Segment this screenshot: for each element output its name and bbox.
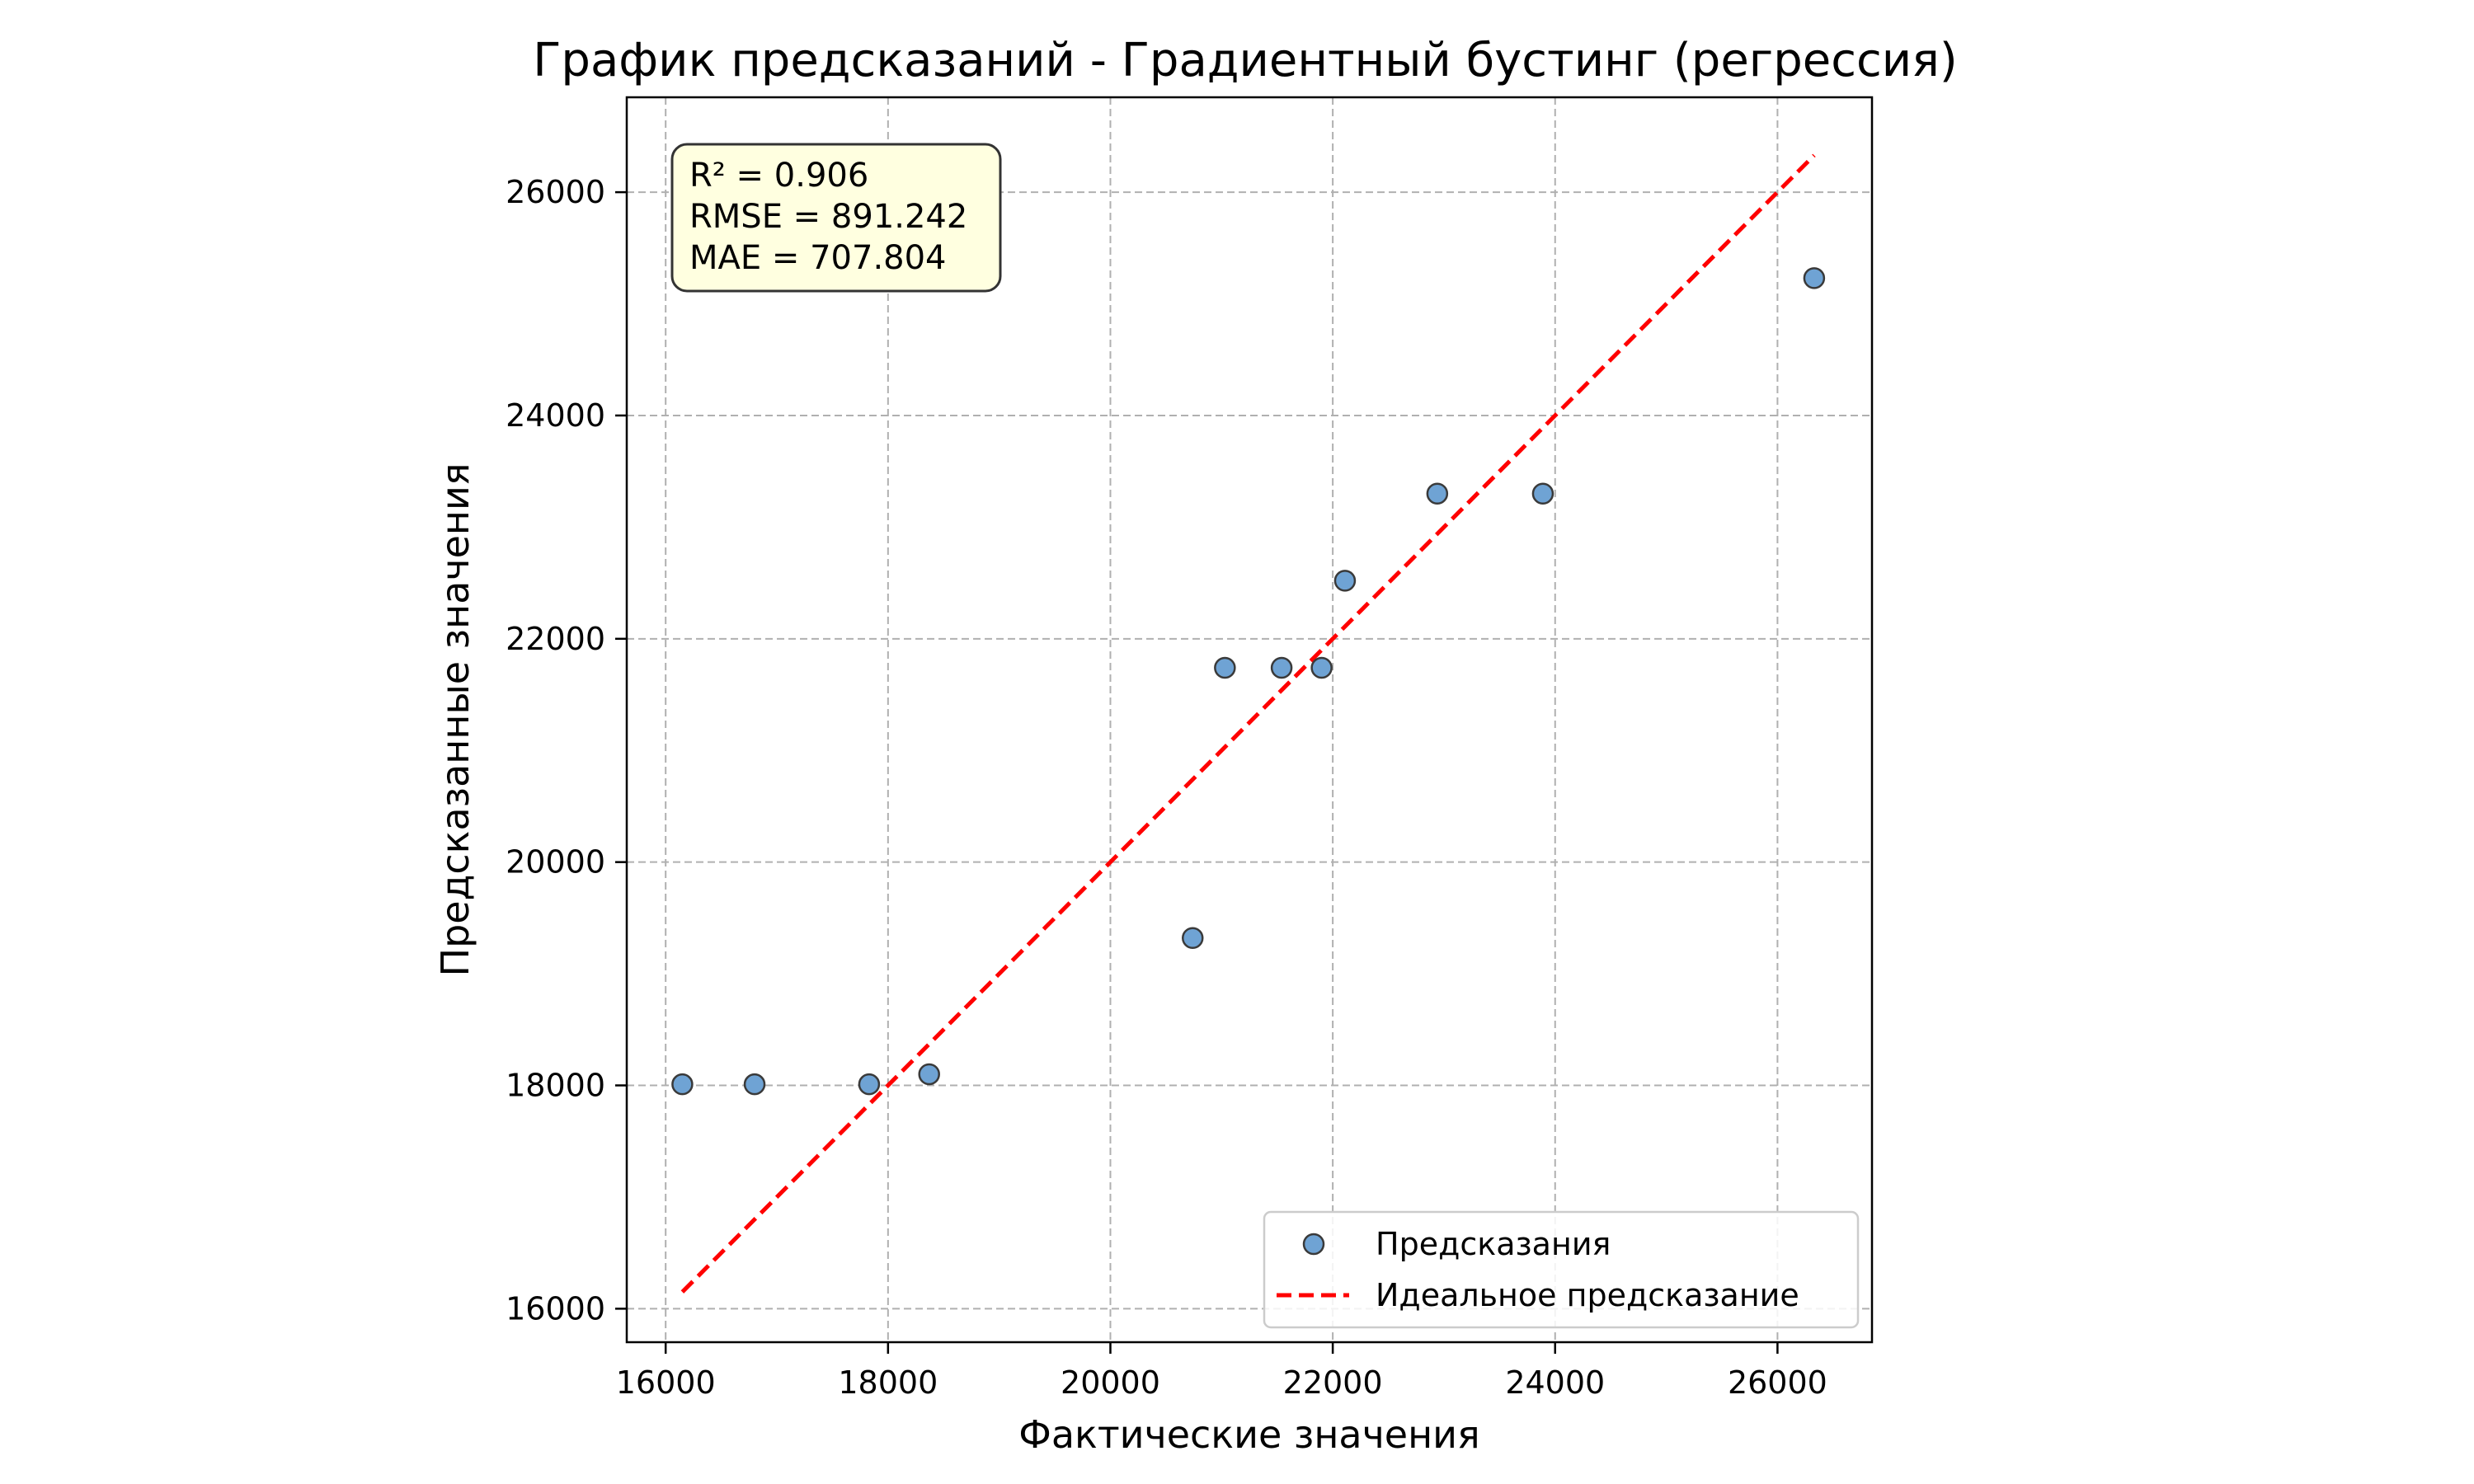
scatter-point (1310, 656, 1333, 679)
x-tick-label: 20000 (1061, 1364, 1160, 1401)
legend: Предсказания Идеальное предсказание (1263, 1210, 1860, 1329)
scatter-point (743, 1073, 766, 1096)
scatter-point (918, 1063, 940, 1086)
legend-label-predictions: Предсказания (1376, 1226, 1611, 1262)
chart-title: График предсказаний - Градиентный бустин… (533, 34, 1957, 87)
scatter-point (1803, 267, 1826, 289)
metric-rmse: RMSE = 891.242 (689, 198, 967, 236)
x-tick-label: 22000 (1283, 1364, 1383, 1401)
x-axis-label: Фактические значения (1018, 1412, 1479, 1457)
metrics-box-background (670, 143, 1002, 293)
legend-scatter-marker (1302, 1233, 1325, 1256)
y-tick-label: 16000 (506, 1290, 605, 1327)
x-tick-label: 26000 (1728, 1364, 1827, 1401)
legend-background (1263, 1210, 1860, 1329)
x-tick-label: 16000 (616, 1364, 716, 1401)
y-tick-label: 18000 (506, 1068, 605, 1104)
scatter-point (1426, 482, 1449, 505)
scatter-point (1214, 656, 1236, 679)
y-tick-label: 22000 (506, 621, 605, 657)
x-tick-label: 18000 (838, 1364, 938, 1401)
x-tick-label: 24000 (1505, 1364, 1605, 1401)
y-axis-label: Предсказанные значения (433, 463, 477, 976)
axis-ticks: 16000 18000 20000 22000 24000 26000 16000 18000… (506, 174, 1827, 1401)
plot-frame (625, 96, 1874, 1344)
y-tick-label: 26000 (506, 174, 605, 210)
scatter-point (1181, 927, 1204, 950)
scatter-point (1270, 656, 1293, 679)
metric-mae: MAE = 707.804 (689, 239, 947, 277)
ideal-prediction-line (680, 153, 1816, 1294)
scatter-point (1531, 482, 1554, 505)
metric-r2: R² = 0.906 (689, 157, 868, 195)
scatter-point (858, 1073, 881, 1096)
scatter-point (671, 1073, 694, 1096)
metrics-annotation-box: R² = 0.906 RMSE = 891.242 MAE = 707.804 (670, 143, 1002, 293)
plot-area (671, 153, 1826, 1294)
y-tick-label: 24000 (506, 397, 605, 434)
y-tick-label: 20000 (506, 844, 605, 881)
scatter-point (1333, 570, 1357, 592)
legend-label-ideal: Идеальное предсказание (1376, 1277, 1799, 1313)
